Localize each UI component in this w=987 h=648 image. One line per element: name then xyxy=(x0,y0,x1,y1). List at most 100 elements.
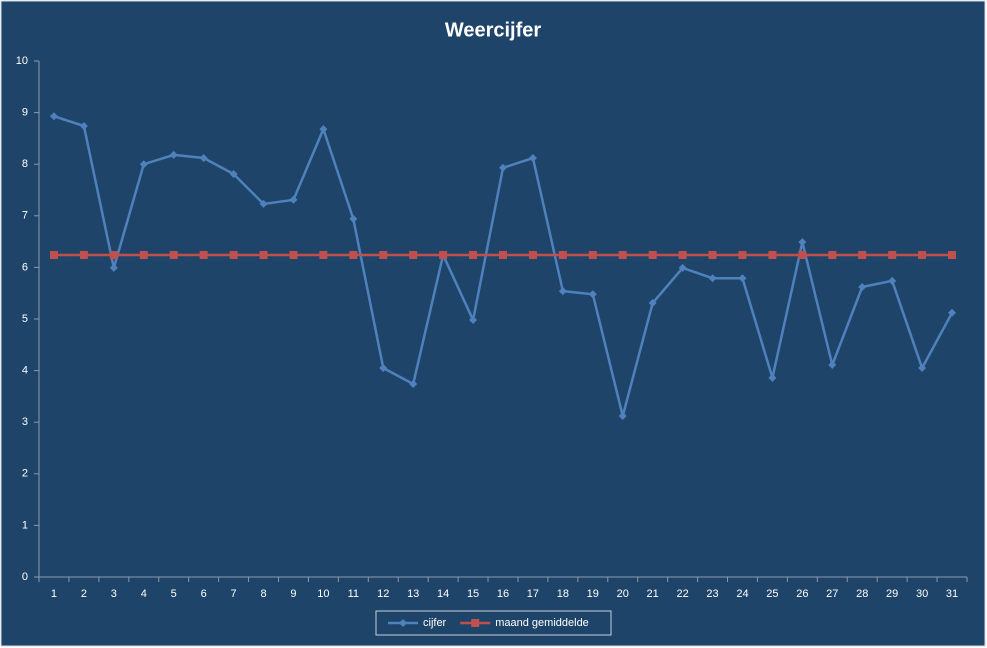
x-tick-label: 10 xyxy=(317,588,329,600)
point xyxy=(199,154,208,163)
point xyxy=(708,251,717,260)
x-tick-label: 18 xyxy=(557,588,569,600)
legend-marker xyxy=(471,619,480,627)
point xyxy=(888,251,897,260)
point xyxy=(528,251,537,260)
point xyxy=(109,263,118,272)
point xyxy=(499,163,507,172)
x-tick-label: 20 xyxy=(617,588,629,600)
point xyxy=(289,251,298,260)
y-tick-label: 3 xyxy=(22,416,28,428)
x-tick-label: 16 xyxy=(497,588,509,600)
point xyxy=(738,251,747,260)
point xyxy=(49,112,58,121)
x-tick-label: 31 xyxy=(946,588,958,600)
point xyxy=(139,160,148,169)
point xyxy=(798,251,807,260)
y-tick-label: 2 xyxy=(22,468,28,480)
point xyxy=(588,290,597,299)
x-tick-label: 4 xyxy=(141,588,147,600)
point xyxy=(379,251,388,260)
x-tick-label: 30 xyxy=(916,588,928,600)
point xyxy=(528,154,537,163)
point xyxy=(349,251,358,260)
x-tick-label: 11 xyxy=(348,588,359,600)
x-tick-label: 12 xyxy=(377,588,389,600)
x-tick-label: 5 xyxy=(171,588,177,600)
x-tick-label: 22 xyxy=(676,588,688,600)
point xyxy=(828,251,837,260)
point xyxy=(139,251,148,260)
x-tick-label: 26 xyxy=(796,588,808,600)
point xyxy=(109,251,118,260)
x-tick-label: 29 xyxy=(886,588,898,600)
x-tick-label: 1 xyxy=(51,588,57,600)
point xyxy=(229,170,238,179)
point xyxy=(49,251,58,260)
point xyxy=(738,274,747,283)
point xyxy=(768,373,777,382)
point xyxy=(409,251,418,260)
x-tick-label: 9 xyxy=(290,588,296,600)
x-tick-label: 19 xyxy=(587,588,599,600)
point xyxy=(229,251,238,260)
point xyxy=(469,251,478,260)
point xyxy=(918,364,927,373)
x-tick-label: 17 xyxy=(527,588,539,600)
x-tick-label: 28 xyxy=(856,588,868,600)
y-tick-label: 10 xyxy=(16,55,28,67)
x-tick-label: 27 xyxy=(826,588,838,600)
x-tick-label: 21 xyxy=(647,588,659,600)
x-tick-label: 23 xyxy=(706,588,718,600)
point xyxy=(409,380,418,389)
point xyxy=(79,251,88,260)
point xyxy=(259,199,268,208)
point xyxy=(918,251,927,260)
point xyxy=(199,251,208,260)
legend-label: maand gemiddelde xyxy=(495,617,589,629)
chart-title: Weercijfer xyxy=(445,19,542,41)
point xyxy=(379,364,388,373)
x-tick-label: 25 xyxy=(766,588,778,600)
point xyxy=(678,263,687,272)
point xyxy=(678,251,687,260)
y-tick-label: 1 xyxy=(22,519,28,531)
x-tick-label: 6 xyxy=(201,588,207,600)
x-tick-label: 13 xyxy=(407,588,419,600)
x-tick-label: 8 xyxy=(260,588,266,600)
y-tick-label: 0 xyxy=(22,571,28,583)
point xyxy=(558,287,567,296)
point xyxy=(588,251,597,260)
point xyxy=(948,308,957,317)
point xyxy=(858,251,867,260)
point xyxy=(618,251,627,260)
x-tick-label: 7 xyxy=(231,588,237,600)
point xyxy=(888,276,897,285)
x-tick-label: 3 xyxy=(111,588,117,600)
point xyxy=(79,122,88,131)
point xyxy=(289,195,298,204)
point xyxy=(558,251,567,260)
y-tick-label: 4 xyxy=(22,365,28,377)
point xyxy=(768,251,777,260)
x-tick-label: 14 xyxy=(437,588,449,600)
point xyxy=(469,316,478,325)
x-tick-label: 24 xyxy=(736,588,748,600)
point xyxy=(499,251,507,260)
point xyxy=(319,251,328,260)
point xyxy=(349,214,358,223)
point xyxy=(858,283,867,292)
point xyxy=(708,274,717,283)
point xyxy=(798,238,807,247)
point xyxy=(828,360,837,369)
y-tick-label: 5 xyxy=(22,313,28,325)
point xyxy=(169,150,178,159)
legend-label: cijfer xyxy=(423,617,447,629)
y-tick-label: 8 xyxy=(22,158,28,170)
point xyxy=(439,251,448,260)
x-tick-label: 15 xyxy=(467,588,479,600)
point xyxy=(319,125,328,134)
point xyxy=(648,251,657,260)
